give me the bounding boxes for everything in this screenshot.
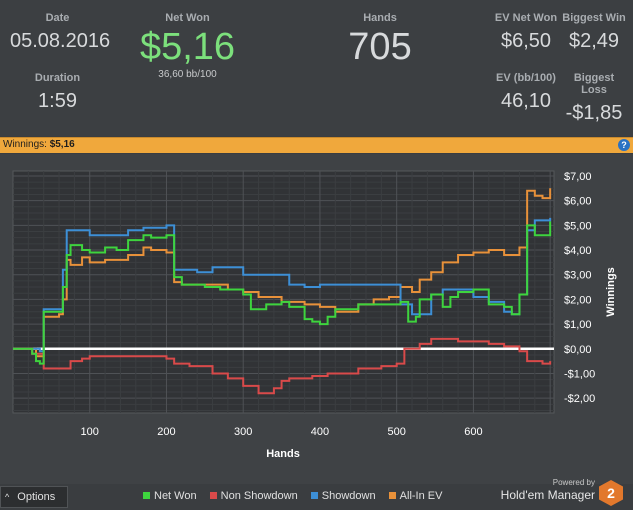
series-line-showdown (13, 217, 552, 353)
duration-stat: Duration 1:59 (10, 72, 105, 113)
net-won-value: $5,16 (139, 26, 236, 68)
duration-label: Duration (34, 72, 81, 84)
legend-label: Showdown (321, 490, 376, 502)
series-line-net-won (13, 221, 552, 365)
biggest-loss-value: -$1,85 (565, 102, 623, 124)
legend-label: All-In EV (399, 490, 443, 502)
duration-value: 1:59 (38, 90, 77, 112)
series-line-all-in-ev (13, 188, 552, 358)
x-tick-label: 400 (311, 426, 329, 438)
grid-lines (13, 171, 554, 413)
y-tick-label: $2,00 (564, 294, 592, 306)
winnings-text: Winnings: $5,16 (3, 139, 75, 150)
y-axis-label: Winnings (605, 267, 617, 316)
chart-svg: $7,00 $6,00 $5,00 $4,00 $3,00 $2,00 $1,00 $0,00… (12, 170, 617, 460)
winnings-label: Winnings: (3, 139, 47, 150)
y-tick-label: $7,00 (564, 171, 592, 183)
y-tick-label: $0,00 (564, 344, 592, 356)
date-label: Date (45, 12, 70, 24)
winnings-bar: Winnings: $5,16 ? (0, 137, 633, 153)
legend-all-in-ev[interactable]: All-In EV (388, 490, 443, 502)
chart-legend: Net Won Non Showdown Showdown All-In EV (143, 490, 452, 502)
brand-name: Hold'em Manager (500, 488, 595, 502)
legend-non-showdown[interactable]: Non Showdown (209, 490, 298, 502)
ev-net-won-stat: EV Net Won $6,50 (494, 12, 558, 53)
x-tick-label: 100 (81, 426, 99, 438)
legend-label: Non Showdown (220, 490, 298, 502)
x-tick-label: 300 (234, 426, 252, 438)
net-won-bb: 36,60 bb/100 (158, 69, 217, 80)
x-axis-label: Hands (266, 448, 300, 460)
stats-panel: Date 05.08.2016 Duration 1:59 Net Won $5… (0, 0, 633, 136)
ev-bb-label: EV (bb/100) (496, 72, 556, 84)
date-value: 05.08.2016 (10, 30, 111, 52)
legend-swatch (388, 492, 396, 499)
biggest-loss-stat: Biggest Loss -$1,85 (560, 72, 628, 125)
hands-stat: Hands 705 (330, 12, 430, 69)
ev-net-won-label: EV Net Won (494, 12, 558, 24)
x-tick-label: 600 (464, 426, 482, 438)
y-tick-label: $5,00 (564, 220, 592, 232)
net-won-stat: Net Won $5,16 36,60 bb/100 (125, 12, 250, 80)
date-stat: Date 05.08.2016 (10, 12, 111, 53)
y-tick-label: -$2,00 (564, 393, 595, 405)
legend-label: Net Won (154, 490, 197, 502)
ev-bb-stat: EV (bb/100) 46,10 (494, 72, 558, 113)
help-icon[interactable]: ? (618, 139, 630, 151)
legend-swatch (310, 492, 318, 499)
y-tick-label: $6,00 (564, 196, 592, 208)
hands-label: Hands (363, 12, 397, 24)
legend-swatch (209, 492, 217, 499)
chevron-up-icon: ^ (5, 492, 10, 502)
x-tick-labels: 100 200 300 400 500 600 (81, 426, 483, 438)
ev-bb-value: 46,10 (500, 90, 552, 112)
biggest-win-stat: Biggest Win $2,49 (560, 12, 628, 53)
x-tick-label: 200 (157, 426, 175, 438)
y-tick-label: $1,00 (564, 319, 592, 331)
series-line-non-showdown (13, 337, 552, 395)
footer: ^ Options Net Won Non Showdown Showdown … (0, 478, 633, 510)
hands-value: 705 (348, 26, 412, 68)
legend-showdown[interactable]: Showdown (310, 490, 376, 502)
biggest-win-label: Biggest Win (562, 12, 626, 24)
winnings-chart: $7,00 $6,00 $5,00 $4,00 $3,00 $2,00 $1,00 $0,00… (0, 154, 633, 484)
ev-net-won-value: $6,50 (500, 30, 552, 52)
winnings-value: $5,16 (49, 139, 75, 150)
biggest-loss-label: Biggest Loss (573, 72, 615, 96)
legend-swatch (143, 492, 150, 499)
legend-net-won[interactable]: Net Won (143, 490, 197, 502)
series-lines (13, 188, 552, 395)
options-button[interactable]: ^ Options (0, 486, 68, 508)
y-tick-label: -$1,00 (564, 368, 595, 380)
options-label: Options (17, 491, 56, 503)
y-tick-label: $3,00 (564, 270, 592, 282)
y-tick-labels: $7,00 $6,00 $5,00 $4,00 $3,00 $2,00 $1,00 $0,00… (564, 171, 595, 405)
powered-by-label: Powered by (552, 478, 595, 487)
biggest-win-value: $2,49 (568, 30, 620, 52)
hem-logo-icon: 2 (599, 480, 623, 506)
x-tick-label: 500 (388, 426, 406, 438)
net-won-label: Net Won (165, 12, 210, 24)
y-tick-label: $4,00 (564, 245, 592, 257)
